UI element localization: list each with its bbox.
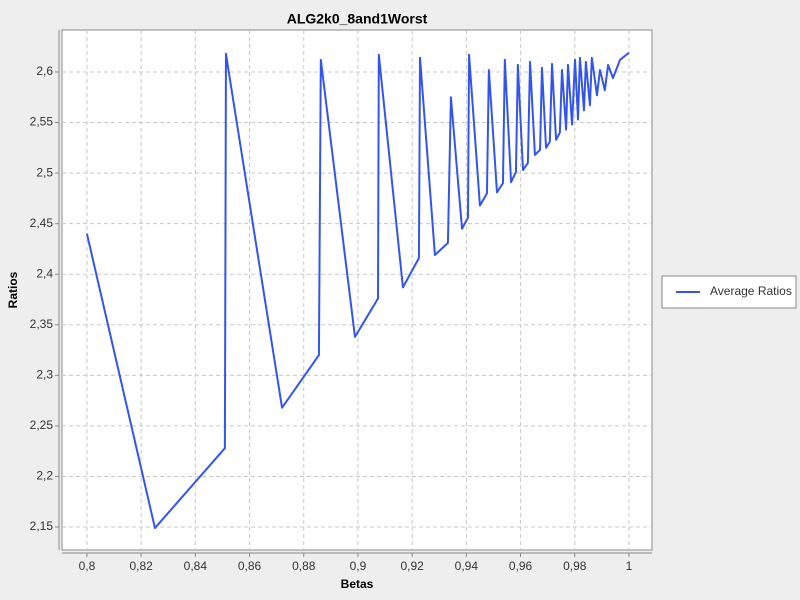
x-axis-label: Betas (341, 577, 374, 591)
y-tick-label: 2,5 (36, 165, 53, 179)
grid (62, 30, 652, 550)
x-tick-label: 0,86 (238, 559, 262, 573)
x-tick-label: 0,8 (79, 559, 96, 573)
data-line (85, 51, 630, 530)
plot-area (61, 29, 653, 551)
x-tick-label: 1 (626, 559, 633, 573)
y-tick-label: 2,35 (30, 317, 54, 331)
y-tick-label: 2,4 (36, 266, 53, 280)
y-tick-label: 2,45 (30, 216, 54, 230)
chart-title: ALG2k0_8and1Worst (287, 11, 428, 27)
y-tick-label: 2,2 (36, 469, 53, 483)
x-tick-label: 0,88 (292, 559, 316, 573)
x-tick-label: 0,98 (563, 559, 587, 573)
y-tick-label: 2,6 (36, 64, 53, 78)
x-tick-label: 0,9 (350, 559, 367, 573)
x-tick-label: 0,92 (400, 559, 424, 573)
legend: Average Ratios (661, 275, 797, 309)
x-tick-label: 0,96 (509, 559, 533, 573)
y-tick-label: 2,3 (36, 368, 53, 382)
x-tick-label: 0,84 (184, 559, 208, 573)
y-tick-label: 2,55 (30, 115, 54, 129)
y-axis-label: Ratios (6, 271, 20, 308)
legend-label: Average Ratios (710, 284, 792, 298)
x-tick-label: 0,94 (455, 559, 479, 573)
y-tick-label: 2,15 (30, 519, 54, 533)
x-tick-label: 0,82 (129, 559, 153, 573)
y-tick-label: 2,25 (30, 418, 54, 432)
